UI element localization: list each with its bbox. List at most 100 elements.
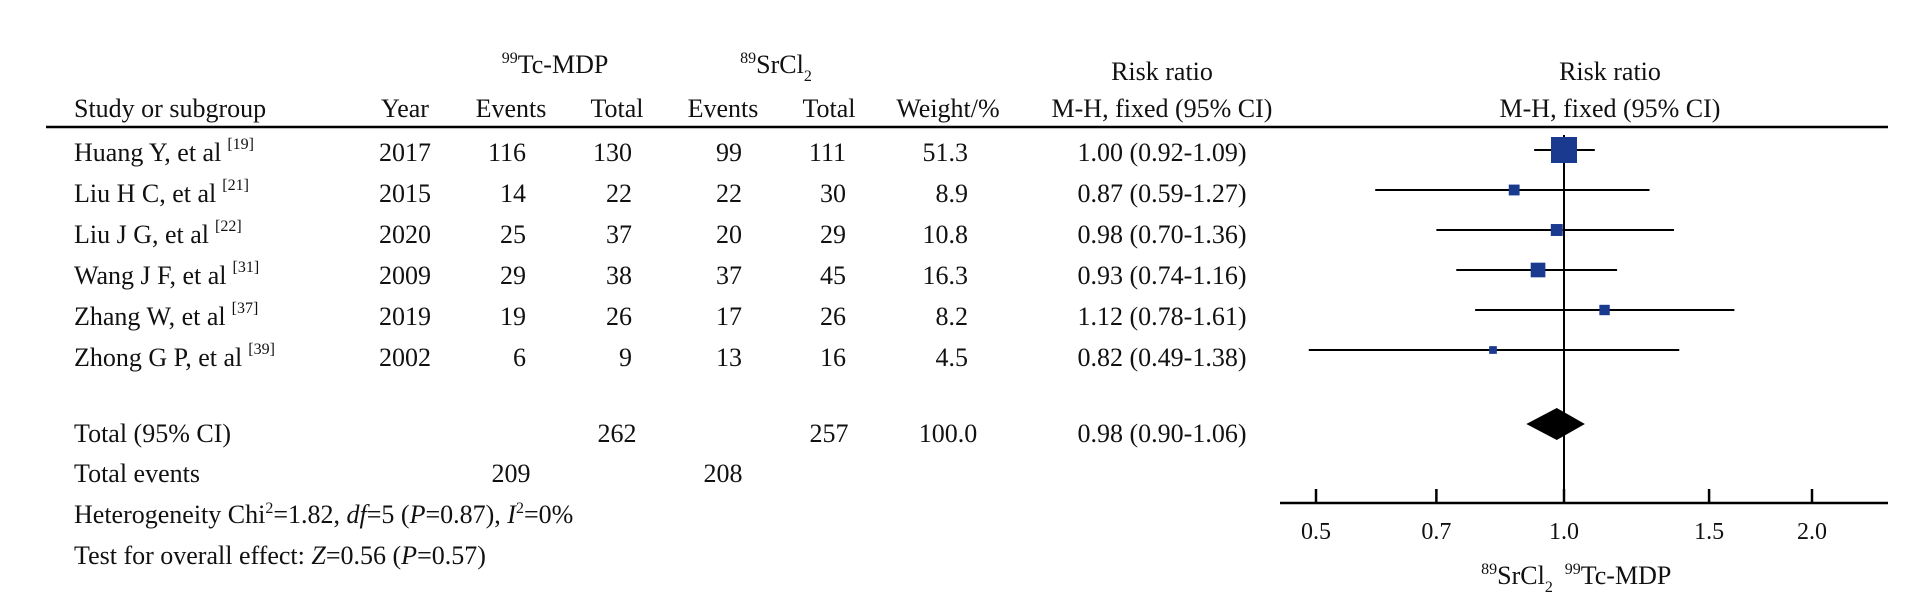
- study-sr-events: 37: [716, 261, 742, 290]
- group-header-sr-sup: 89: [740, 50, 756, 67]
- study-name-text: Wang J F, et al: [74, 261, 227, 290]
- study-mdp-events: 19: [500, 302, 526, 331]
- axis-label-right: 99Tc-MDP: [1565, 561, 1672, 590]
- study-name: Huang Y, et al [19]: [74, 136, 254, 167]
- total-mdp-total: 262: [598, 419, 637, 448]
- heterogeneity-i-label: I: [506, 500, 517, 529]
- study-marker: [1508, 184, 1520, 196]
- study-sr-events: 99: [716, 138, 742, 167]
- study-rows: Huang Y, et al [19] 2017 116 130 99 111 51.3 1.0…: [74, 136, 1246, 372]
- overall-effect-text: Test for overall effect: Z=0.56 (P=0.57): [74, 541, 486, 570]
- study-rr-text: 1.00 (0.92-1.09): [1078, 138, 1247, 167]
- heterogeneity-prefix: Heterogeneity Chi: [74, 500, 265, 529]
- study-reference: [39]: [248, 341, 275, 358]
- total-sr-total: 257: [810, 419, 849, 448]
- study-sr-events: 22: [716, 179, 742, 208]
- axis-label-left: 89SrCl2: [1481, 561, 1553, 596]
- study-marker: [1489, 346, 1497, 354]
- pooled-diamond: [1526, 408, 1585, 440]
- study-weight: 4.5: [936, 343, 969, 372]
- overall-effect-z-label: Z: [311, 541, 326, 570]
- study-mdp-total: 9: [619, 343, 632, 372]
- study-weight: 8.9: [936, 179, 969, 208]
- plot-title: Risk ratio: [1559, 57, 1661, 86]
- study-marker: [1551, 137, 1577, 163]
- study-mdp-events: 14: [500, 179, 526, 208]
- x-tick-label: 0.7: [1421, 519, 1451, 545]
- col-header-sr-total: Total: [802, 94, 855, 123]
- overall-effect-prefix: Test for overall effect:: [74, 541, 311, 570]
- study-sr-total: 30: [820, 179, 846, 208]
- study-year: 2009: [379, 261, 431, 290]
- group-header-mdp: 99Tc-MDP: [502, 50, 609, 79]
- x-tick-label: 1.0: [1549, 519, 1579, 545]
- study-mdp-events: 29: [500, 261, 526, 290]
- study-marker: [1599, 304, 1610, 316]
- total-label: Total (95% CI): [74, 419, 231, 448]
- study-reference: [21]: [222, 177, 249, 194]
- axis-label-left-sub: 2: [1545, 579, 1553, 596]
- study-name-text: Huang Y, et al: [74, 138, 221, 167]
- study-rr-text: 0.93 (0.74-1.16): [1078, 261, 1247, 290]
- heterogeneity-df-label: df: [347, 500, 371, 529]
- study-name: Zhang W, et al [37]: [74, 300, 258, 331]
- study-name-text: Liu H C, et al: [74, 179, 216, 208]
- x-tick-label: 0.5: [1301, 519, 1331, 545]
- heterogeneity-p-label: P: [409, 500, 426, 529]
- study-reference: [37]: [232, 300, 259, 317]
- total-rr-text: 0.98 (0.90-1.06): [1078, 419, 1247, 448]
- heterogeneity-df: =5 (: [367, 500, 410, 529]
- heterogeneity-p: =0.87),: [425, 500, 507, 529]
- heterogeneity-chi2-sup: 2: [265, 500, 273, 517]
- axis-label-left-text: SrCl: [1497, 561, 1545, 590]
- study-sr-total: 16: [820, 343, 846, 372]
- axis-label-left-sup: 89: [1481, 561, 1497, 578]
- study-name: Wang J F, et al [31]: [74, 259, 259, 290]
- study-name-text: Zhong G P, et al: [74, 343, 242, 372]
- axis-label-right-sup: 99: [1565, 561, 1581, 578]
- study-sr-total: 111: [809, 138, 846, 167]
- study-reference: [19]: [227, 136, 254, 153]
- study-mdp-events: 6: [513, 343, 526, 372]
- group-header-mdp-sup: 99: [502, 50, 518, 67]
- col-header-year: Year: [381, 94, 429, 123]
- study-name: Liu H C, et al [21]: [74, 177, 249, 208]
- col-header-study: Study or subgroup: [74, 94, 266, 123]
- study-sr-events: 13: [716, 343, 742, 372]
- study-name-text: Zhang W, et al: [74, 302, 226, 331]
- study-sr-events: 17: [716, 302, 742, 331]
- study-marker: [1530, 262, 1546, 278]
- study-mdp-total: 22: [606, 179, 632, 208]
- overall-effect-z: =0.56 (: [326, 541, 401, 570]
- study-sr-total: 45: [820, 261, 846, 290]
- study-rr-text: 0.82 (0.49-1.38): [1078, 343, 1247, 372]
- group-header-mdp-label: Tc-MDP: [518, 50, 609, 79]
- study-reference: [22]: [215, 218, 242, 235]
- heterogeneity-text: Heterogeneity Chi2=1.82, df=5 (P=0.87), …: [74, 500, 573, 529]
- total-weight: 100.0: [919, 419, 978, 448]
- study-mdp-events: 25: [500, 220, 526, 249]
- plot-method-label: M-H, fixed (95% CI): [1500, 94, 1721, 123]
- col-header-mdp-events: Events: [476, 94, 547, 123]
- study-year: 2015: [379, 179, 431, 208]
- study-mdp-total: 37: [606, 220, 632, 249]
- study-sr-total: 26: [820, 302, 846, 331]
- col-header-rr-method: M-H, fixed (95% CI): [1052, 94, 1273, 123]
- study-weight: 16.3: [923, 261, 969, 290]
- group-header-sr: 89SrCl2: [740, 50, 812, 85]
- forest-plot-area: 0.5 0.7 1.0 1.5 2.0: [1280, 135, 1888, 545]
- study-marker: [1550, 224, 1563, 236]
- study-sr-total: 29: [820, 220, 846, 249]
- group-header-sr-sub: 2: [804, 68, 812, 85]
- study-rr-text: 0.87 (0.59-1.27): [1078, 179, 1247, 208]
- rr-column-title: Risk ratio: [1111, 57, 1213, 86]
- heterogeneity-i2: =0%: [524, 500, 573, 529]
- study-rr-text: 0.98 (0.70-1.36): [1078, 220, 1247, 249]
- heterogeneity-i2-sup: 2: [516, 500, 524, 517]
- col-header-mdp-total: Total: [590, 94, 643, 123]
- study-weight: 51.3: [923, 138, 969, 167]
- study-sr-events: 20: [716, 220, 742, 249]
- total-events-label: Total events: [74, 459, 200, 488]
- x-tick-label: 1.5: [1694, 519, 1724, 545]
